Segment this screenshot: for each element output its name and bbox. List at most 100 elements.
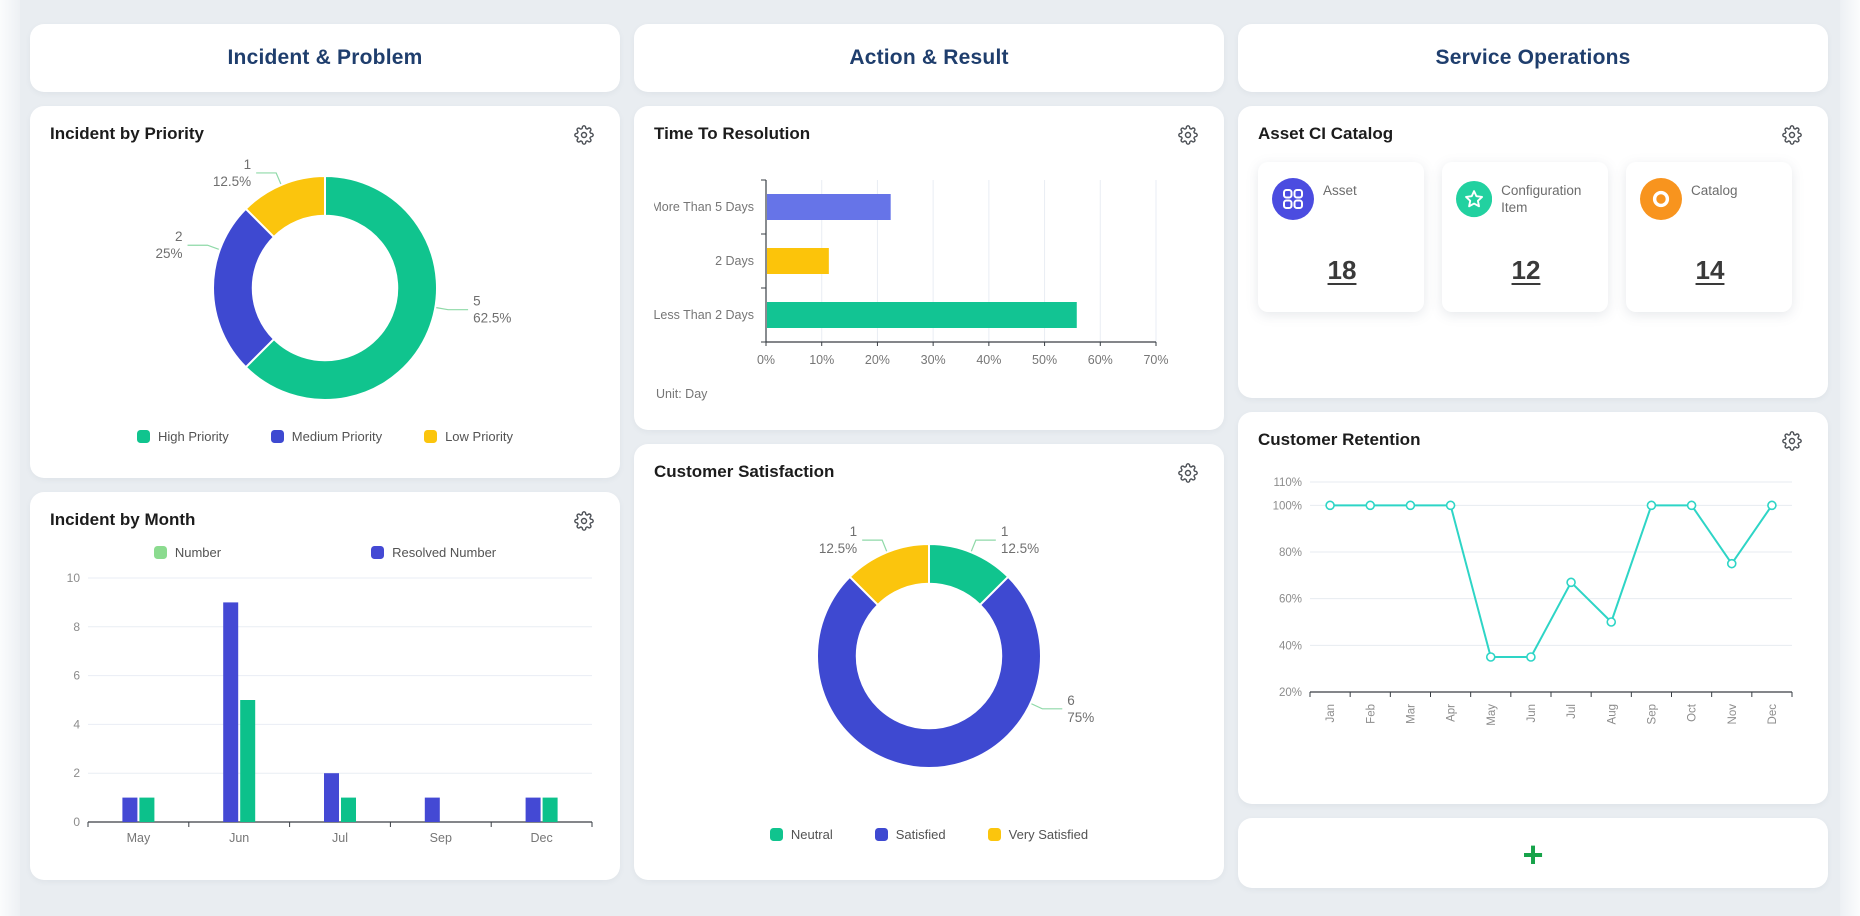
offscreen-card-edge-left bbox=[0, 0, 20, 916]
card-asset-ci-catalog: Asset CI Catalog Asset 18 Configuration … bbox=[1238, 106, 1828, 398]
svg-text:Mar: Mar bbox=[1405, 704, 1417, 724]
svg-text:Less Than 2 Days: Less Than 2 Days bbox=[654, 308, 754, 322]
incident-by-month-legend: Number Resolved Number bbox=[50, 538, 600, 566]
column-action-result: Action & Result Time To Resolution 0% 10%… bbox=[634, 24, 1224, 894]
plus-icon: + bbox=[1522, 834, 1544, 875]
catalog-count-link[interactable]: 14 bbox=[1695, 255, 1725, 285]
legend-label: Resolved Number bbox=[392, 544, 497, 560]
customer-satisfaction-donut-chart: 1 12.5% 6 75% 1 12.5% bbox=[654, 484, 1204, 820]
svg-text:Jul: Jul bbox=[332, 831, 348, 845]
stat-label: Catalog bbox=[1691, 183, 1738, 198]
add-widget-card[interactable]: + bbox=[1238, 818, 1828, 888]
card-title: Incident by Priority bbox=[50, 124, 204, 143]
legend-item[interactable]: High Priority bbox=[136, 428, 229, 444]
svg-text:0%: 0% bbox=[757, 353, 775, 367]
settings-gear-icon[interactable] bbox=[574, 510, 596, 532]
svg-text:Nov: Nov bbox=[1727, 704, 1739, 725]
column-incident-problem: Incident & Problem Incident by Priority … bbox=[30, 24, 620, 894]
legend-item[interactable]: Resolved Number bbox=[371, 545, 496, 560]
settings-gear-icon[interactable] bbox=[1178, 462, 1200, 484]
incident-by-priority-legend: High Priority Medium Priority Low Priority bbox=[50, 422, 600, 450]
svg-text:Dec: Dec bbox=[530, 831, 552, 845]
card-title: Incident by Month bbox=[50, 510, 196, 529]
customer-satisfaction-legend: Neutral Satisfied Very Satisfied bbox=[654, 820, 1204, 848]
svg-text:12.5%: 12.5% bbox=[1001, 541, 1039, 556]
settings-gear-icon[interactable] bbox=[574, 124, 596, 146]
legend-item[interactable]: Satisfied bbox=[874, 826, 946, 842]
svg-text:12.5%: 12.5% bbox=[819, 541, 857, 556]
legend-label: High Priority bbox=[157, 428, 229, 444]
svg-text:8: 8 bbox=[73, 620, 80, 634]
svg-text:Jun: Jun bbox=[229, 831, 249, 845]
legend-item[interactable]: Low Priority bbox=[424, 429, 513, 444]
svg-text:40%: 40% bbox=[976, 353, 1001, 367]
asset-stats-row: Asset 18 Configuration Item 12 Catalog bbox=[1258, 162, 1808, 312]
card-title: Customer Satisfaction bbox=[654, 462, 835, 481]
offscreen-card-edge-right bbox=[1840, 0, 1860, 916]
card-time-to-resolution: Time To Resolution 0% 10% 20% 30% 40% 50% 60% 7… bbox=[634, 106, 1224, 430]
legend-label: Satisfied bbox=[895, 826, 946, 842]
svg-text:12.5%: 12.5% bbox=[213, 174, 251, 189]
card-customer-retention: Customer Retention 20% 40% 60% 80% 100% 110% J… bbox=[1238, 412, 1828, 804]
column-title: Incident & Problem bbox=[227, 46, 423, 69]
asset-count-link[interactable]: 18 bbox=[1327, 255, 1357, 285]
svg-text:2: 2 bbox=[175, 229, 183, 244]
svg-text:2 Days: 2 Days bbox=[715, 254, 754, 268]
catalog-stat-card[interactable]: Catalog 14 bbox=[1626, 162, 1792, 312]
settings-gear-icon[interactable] bbox=[1178, 124, 1200, 146]
configuration-item-stat-card[interactable]: Configuration Item 12 bbox=[1442, 162, 1608, 312]
legend-label: Neutral bbox=[790, 826, 833, 842]
svg-text:Oct: Oct bbox=[1687, 703, 1699, 722]
svg-text:6: 6 bbox=[73, 669, 80, 683]
legend-item[interactable]: Number bbox=[153, 544, 222, 560]
svg-text:10%: 10% bbox=[809, 353, 834, 367]
asset-stat-card[interactable]: Asset 18 bbox=[1258, 162, 1424, 312]
svg-text:1: 1 bbox=[850, 524, 858, 539]
legend-swatch bbox=[270, 429, 284, 443]
svg-text:Jun: Jun bbox=[1526, 704, 1538, 723]
legend-label: Very Satisfied bbox=[1008, 826, 1089, 842]
legend-swatch bbox=[371, 545, 385, 559]
stat-label: Asset bbox=[1323, 183, 1357, 198]
svg-text:4: 4 bbox=[73, 717, 80, 731]
svg-text:Unit: Day: Unit: Day bbox=[656, 387, 708, 401]
legend-swatch bbox=[769, 827, 783, 841]
svg-text:75%: 75% bbox=[1067, 710, 1094, 725]
svg-text:25%: 25% bbox=[156, 246, 183, 261]
asset-grid-icon bbox=[1272, 178, 1314, 220]
svg-text:Sep: Sep bbox=[1646, 704, 1658, 724]
card-incident-by-priority: Incident by Priority 5 62.5% 2 25% 1 12.5% Hi… bbox=[30, 106, 620, 478]
legend-swatch bbox=[424, 429, 438, 443]
time-to-resolution-bar-chart: 0% 10% 20% 30% 40% 50% 60% 70% More Than 5 Days 2… bbox=[654, 150, 1204, 412]
incident-by-month-bar-chart: 0 2 4 6 8 10 May Jun Jul Sep Dec bbox=[50, 568, 600, 852]
svg-text:May: May bbox=[127, 831, 151, 845]
svg-text:1: 1 bbox=[244, 157, 252, 172]
dashboard-board: Incident & Problem Incident by Priority … bbox=[30, 24, 1830, 894]
svg-text:2: 2 bbox=[73, 766, 80, 780]
catalog-ring-icon bbox=[1640, 178, 1682, 220]
settings-gear-icon[interactable] bbox=[1782, 430, 1804, 452]
svg-text:1: 1 bbox=[1001, 524, 1009, 539]
svg-text:Sep: Sep bbox=[430, 831, 452, 845]
legend-label: Number bbox=[174, 544, 222, 560]
svg-text:60%: 60% bbox=[1088, 353, 1113, 367]
legend-label: Low Priority bbox=[445, 428, 513, 444]
svg-text:110%: 110% bbox=[1273, 477, 1302, 489]
legend-item[interactable]: Neutral bbox=[769, 826, 833, 842]
legend-swatch bbox=[136, 429, 150, 443]
configuration-item-count-link[interactable]: 12 bbox=[1511, 255, 1541, 285]
svg-text:80%: 80% bbox=[1279, 547, 1302, 559]
svg-text:100%: 100% bbox=[1273, 500, 1302, 512]
svg-text:60%: 60% bbox=[1279, 594, 1302, 606]
svg-text:Jan: Jan bbox=[1325, 704, 1337, 723]
svg-text:30%: 30% bbox=[921, 353, 946, 367]
svg-text:Jul: Jul bbox=[1566, 704, 1578, 719]
column-header-service-operations: Service Operations bbox=[1238, 24, 1828, 92]
legend-item[interactable]: Very Satisfied bbox=[987, 826, 1089, 842]
settings-gear-icon[interactable] bbox=[1782, 124, 1804, 146]
svg-text:0: 0 bbox=[73, 815, 80, 829]
svg-text:Aug: Aug bbox=[1606, 704, 1618, 724]
column-header-incident-problem: Incident & Problem bbox=[30, 24, 620, 92]
svg-text:20%: 20% bbox=[1279, 687, 1302, 699]
legend-item[interactable]: Medium Priority bbox=[270, 429, 382, 444]
